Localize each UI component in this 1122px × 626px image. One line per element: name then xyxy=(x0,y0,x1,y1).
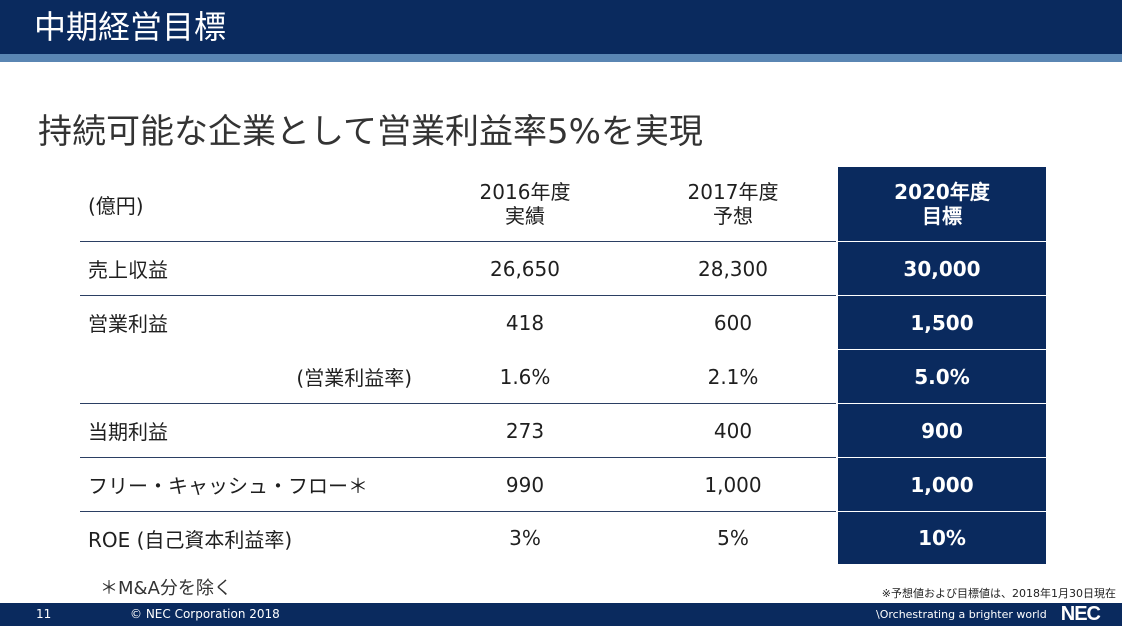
row-label: (営業利益率) xyxy=(296,366,412,390)
value-2017: 28,300 xyxy=(698,256,768,281)
page-number: 11 xyxy=(36,607,52,621)
header-stripe xyxy=(0,54,1122,62)
table-row: (営業利益率) 1.6% 2.1% 5.0% xyxy=(80,350,1046,403)
table-row: 当期利益 273 400 900 xyxy=(80,404,1046,457)
row-label: フリー・キャッシュ・フロー＊ xyxy=(88,474,368,498)
row-divider xyxy=(80,241,836,242)
column-header-year: 2020年度 xyxy=(894,180,990,204)
value-2017: 2.1% xyxy=(707,364,759,389)
column-header-2020: 2020年度 目標 xyxy=(838,167,1046,241)
row-label: 売上収益 xyxy=(88,258,168,282)
value-2020: 1,000 xyxy=(910,472,974,497)
as-of-note: ※予想値および目標値は、2018年1月30日現在 xyxy=(881,587,1116,600)
row-divider xyxy=(80,511,836,512)
row-divider xyxy=(838,457,1046,458)
footer-bar: 11 © NEC Corporation 2018 \Orchestrating… xyxy=(0,603,1122,626)
value-2017: 600 xyxy=(713,310,753,335)
column-header-year: 2016年度 xyxy=(479,180,571,204)
row-label: ROE (自己資本利益率) xyxy=(88,527,293,552)
table-row: 営業利益 418 600 1,500 xyxy=(80,296,1046,349)
table-row: 売上収益 26,650 28,300 30,000 xyxy=(80,242,1046,295)
table-header-row: (億円) 2016年度 実績 2017年度 予想 2020年度 目標 xyxy=(80,167,1046,241)
footnote-ma: ＊M&A分を除く xyxy=(100,578,232,599)
row-divider xyxy=(80,457,836,458)
row-divider xyxy=(80,295,836,296)
column-header-2016: 2016年度 実績 xyxy=(440,167,610,241)
value-2017: 5% xyxy=(717,526,749,550)
column-header-kind: 予想 xyxy=(713,204,753,228)
column-header-kind: 実績 xyxy=(505,204,545,228)
value-2016: 1.6% xyxy=(499,364,551,389)
value-2020: 5.0% xyxy=(914,364,970,389)
table-row: ROE (自己資本利益率) 3% 5% 10% xyxy=(80,512,1046,564)
slide-title: 中期経営目標 xyxy=(34,8,227,46)
value-2016: 3% xyxy=(509,526,541,550)
target-column-background xyxy=(838,167,1046,564)
row-divider xyxy=(838,349,1046,350)
row-divider xyxy=(838,295,1046,296)
row-label: 営業利益 xyxy=(88,312,168,336)
value-2020: 10% xyxy=(918,526,966,550)
value-2020: 1,500 xyxy=(910,310,974,335)
row-divider xyxy=(838,403,1046,404)
header-bar: 中期経営目標 xyxy=(0,0,1122,54)
value-2017: 400 xyxy=(713,418,753,443)
column-header-year: 2017年度 xyxy=(687,180,779,204)
value-2020: 30,000 xyxy=(903,256,981,281)
row-label: 当期利益 xyxy=(88,420,168,444)
value-2016: 26,650 xyxy=(490,256,560,281)
value-2016: 273 xyxy=(505,418,545,443)
nec-logo: NEC xyxy=(1060,603,1101,625)
column-header-2017: 2017年度 予想 xyxy=(648,167,818,241)
tagline: \Orchestrating a brighter world xyxy=(876,608,1047,621)
value-2016: 418 xyxy=(505,310,545,335)
column-header-kind: 目標 xyxy=(922,204,962,228)
value-2016: 990 xyxy=(505,472,545,497)
slide-subtitle: 持続可能な企業として営業利益率5%を実現 xyxy=(38,112,703,152)
copyright: © NEC Corporation 2018 xyxy=(130,607,280,621)
row-divider xyxy=(838,241,1046,242)
value-2017: 1,000 xyxy=(704,472,762,497)
row-divider xyxy=(80,403,836,404)
row-divider xyxy=(838,511,1046,512)
table-row: フリー・キャッシュ・フロー＊ 990 1,000 1,000 xyxy=(80,458,1046,511)
value-2020: 900 xyxy=(921,418,963,443)
unit-label: (億円) xyxy=(88,193,144,218)
